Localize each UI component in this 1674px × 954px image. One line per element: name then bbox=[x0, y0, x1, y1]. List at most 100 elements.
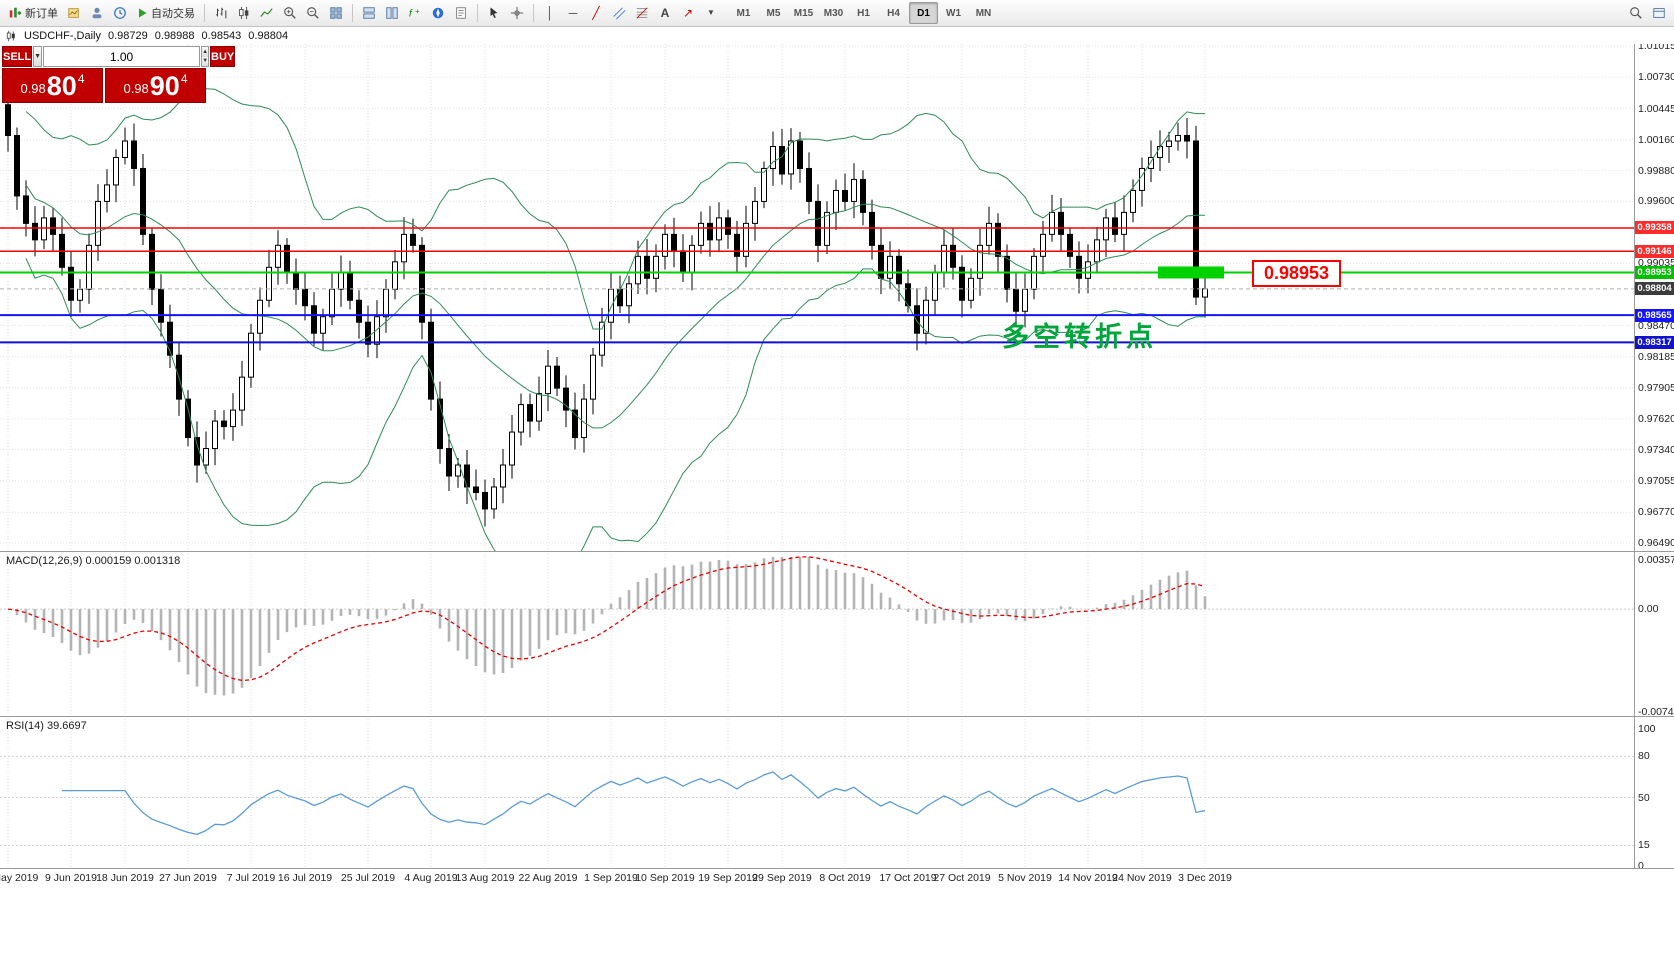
timeframe-button-d1[interactable]: D1 bbox=[909, 2, 938, 24]
rsi-axis-tick: 80 bbox=[1638, 750, 1650, 763]
rsi-timeaxis-separator bbox=[0, 868, 1674, 869]
bar-chart-button[interactable] bbox=[210, 2, 232, 24]
text-icon: A bbox=[660, 6, 670, 20]
crosshair-icon bbox=[510, 6, 524, 20]
bar-chart-icon bbox=[216, 7, 227, 19]
svg-text:f: f bbox=[409, 8, 413, 20]
timeframe-button-m5[interactable]: M5 bbox=[766, 7, 781, 19]
channel-button[interactable] bbox=[608, 2, 630, 24]
shapes-dropdown-button[interactable]: ▼ bbox=[700, 2, 722, 24]
timeframe-button-mn[interactable]: MN bbox=[975, 7, 992, 19]
navigator-button[interactable] bbox=[427, 2, 449, 24]
zoom-out-button[interactable] bbox=[302, 2, 324, 24]
arrange-horizontal-button[interactable] bbox=[358, 2, 380, 24]
price-axis-tick: 0.97340 bbox=[1638, 443, 1674, 456]
timeframe-button-h4[interactable]: H4 bbox=[887, 7, 900, 19]
text-label-button[interactable]: A bbox=[654, 2, 676, 24]
new-chart-icon bbox=[68, 8, 79, 18]
chevron-down-icon: ▼ bbox=[707, 8, 715, 17]
indicators-button[interactable]: f + bbox=[404, 2, 426, 24]
chart-symbol-title: USDCHF-,Daily bbox=[24, 29, 101, 42]
new-chart-button[interactable] bbox=[63, 2, 85, 24]
arrows-button[interactable]: ↗ bbox=[677, 2, 699, 24]
date-axis-label: 30 May 2019 bbox=[0, 872, 39, 884]
timeframe-button-m15[interactable]: M15 bbox=[793, 7, 814, 19]
templates-button[interactable] bbox=[450, 2, 472, 24]
play-icon bbox=[139, 8, 147, 18]
price-callout-box[interactable]: 0.98953 bbox=[1252, 260, 1342, 287]
price-axis-tick: 1.00445 bbox=[1638, 102, 1674, 115]
rsi-axis-tick: 15 bbox=[1638, 839, 1650, 852]
trendline-icon: ╱ bbox=[592, 6, 600, 20]
zoom-in-button[interactable] bbox=[279, 2, 301, 24]
date-axis-label: 18 Jun 2019 bbox=[96, 872, 154, 884]
volume-dropdown-button[interactable]: ▼ bbox=[33, 46, 43, 67]
volume-down-button[interactable]: ▼ bbox=[202, 56, 209, 66]
chart-low-value: 0.98543 bbox=[201, 29, 242, 42]
navigator-icon bbox=[432, 7, 444, 19]
timeframe-button-m1[interactable]: M1 bbox=[736, 7, 751, 19]
profiles-button[interactable] bbox=[86, 2, 108, 24]
pivot-annotation-text[interactable]: 多空转折点 bbox=[1002, 322, 1157, 352]
arrange-horizontal-icon bbox=[363, 7, 375, 19]
search-button[interactable] bbox=[1625, 2, 1647, 24]
candlestick-chart-button[interactable] bbox=[233, 2, 255, 24]
price-axis-tick: 0.97620 bbox=[1638, 412, 1674, 425]
sell-price-display[interactable]: 0.98 80 4 bbox=[2, 68, 103, 103]
new-order-label: 新订单 bbox=[25, 8, 58, 20]
new-order-button[interactable]: 新订单 bbox=[4, 2, 62, 24]
arrange-vertical-icon bbox=[386, 7, 398, 19]
price-axis-tick: 0.98470 bbox=[1638, 319, 1674, 332]
volume-up-button[interactable]: ▲ bbox=[202, 47, 209, 57]
timeframe-button-m30[interactable]: M30 bbox=[823, 7, 844, 19]
sell-price-base: 0.98 bbox=[20, 81, 46, 96]
zoom-out-icon bbox=[307, 7, 319, 19]
buy-price-display[interactable]: 0.98 90 4 bbox=[105, 68, 206, 103]
tile-windows-icon bbox=[330, 7, 342, 19]
timeframe-button-w1[interactable]: W1 bbox=[946, 7, 961, 19]
main-macd-separator[interactable] bbox=[0, 551, 1674, 552]
crosshair-button[interactable] bbox=[506, 2, 528, 24]
candlestick-series bbox=[5, 91, 1208, 527]
tile-windows-button[interactable] bbox=[325, 2, 347, 24]
chart-window-icon bbox=[6, 30, 15, 41]
profile-icon bbox=[92, 7, 102, 19]
toolbar-separator bbox=[204, 4, 205, 22]
cursor-button[interactable] bbox=[483, 2, 505, 24]
chart-high-value: 0.98988 bbox=[154, 29, 195, 42]
channel-icon bbox=[613, 7, 626, 20]
date-axis-label: 24 Nov 2019 bbox=[1112, 872, 1172, 884]
date-axis-label: 29 Sep 2019 bbox=[752, 872, 812, 884]
market-watch-button[interactable] bbox=[109, 2, 131, 24]
macd-axis-tick: 0.003574 bbox=[1638, 554, 1674, 566]
arrange-vertical-button[interactable] bbox=[381, 2, 403, 24]
auto-trading-label: 自动交易 bbox=[151, 8, 195, 20]
date-axis-label: 25 Jul 2019 bbox=[340, 872, 396, 884]
auto-trading-button[interactable]: 自动交易 bbox=[132, 2, 199, 24]
vertical-line-button[interactable]: │ bbox=[539, 2, 561, 24]
price-axis-tick: 0.96490 bbox=[1638, 537, 1674, 549]
date-axis-label: 27 Oct 2019 bbox=[933, 872, 991, 884]
volume-input[interactable] bbox=[43, 46, 201, 67]
trendline-button[interactable]: ╱ bbox=[585, 2, 607, 24]
date-axis-label: 27 Jun 2019 bbox=[159, 872, 217, 884]
timeframe-button-h1[interactable]: H1 bbox=[857, 7, 870, 19]
layout-button[interactable] bbox=[1648, 2, 1670, 24]
line-chart-button[interactable] bbox=[256, 2, 278, 24]
toolbar-separator bbox=[477, 4, 478, 22]
macd-axis-tick: -0.00749 bbox=[1638, 706, 1674, 718]
price-axis-tick: 0.97055 bbox=[1638, 474, 1674, 487]
buy-price-sup: 4 bbox=[180, 72, 188, 86]
horizontal-line-button[interactable]: ─ bbox=[562, 2, 584, 24]
rsi-axis-tick: 0 bbox=[1638, 860, 1644, 872]
buy-button[interactable]: BUY bbox=[210, 46, 236, 67]
macd-rsi-separator[interactable] bbox=[0, 716, 1674, 717]
search-icon bbox=[1630, 7, 1642, 19]
cursor-icon bbox=[490, 7, 498, 19]
price-axis-separator bbox=[1634, 44, 1635, 869]
sell-button[interactable]: SELL bbox=[2, 46, 33, 67]
fibonacci-button[interactable] bbox=[631, 2, 653, 24]
price-axis-tick: 0.96770 bbox=[1638, 506, 1674, 519]
